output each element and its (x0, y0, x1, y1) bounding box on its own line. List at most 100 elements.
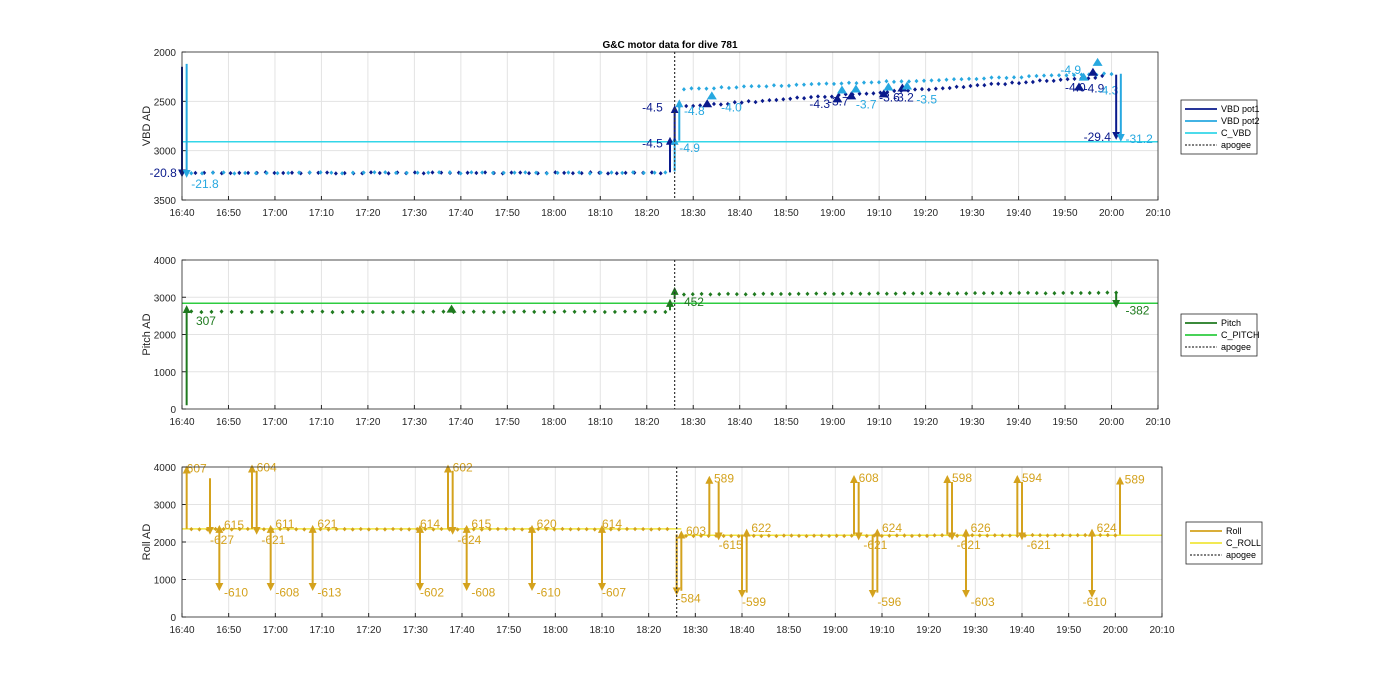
move-label: 603 (686, 524, 706, 538)
data-point (911, 291, 916, 296)
data-point (759, 533, 764, 539)
data-point (1023, 80, 1028, 85)
x-tick-label: 19:20 (916, 625, 941, 636)
data-point (483, 170, 488, 175)
data-point (570, 171, 575, 176)
data-point (474, 170, 479, 176)
data-point (219, 171, 224, 176)
data-point (933, 86, 938, 91)
x-tick-label: 17:40 (449, 625, 474, 636)
data-point (913, 87, 918, 92)
data-point (518, 170, 523, 175)
data-point (857, 91, 862, 96)
data-point (809, 81, 814, 87)
y-tick-label: 4000 (154, 256, 177, 267)
data-point (542, 309, 547, 315)
data-point (739, 100, 744, 105)
x-tick-label: 20:10 (1145, 208, 1170, 219)
data-point (1012, 75, 1017, 80)
data-point (732, 100, 737, 105)
legend-label: apogee (1221, 140, 1251, 150)
data-point (940, 533, 945, 538)
y-tick-label: 1000 (154, 576, 177, 587)
data-point (249, 309, 254, 315)
move-label: -624 (457, 533, 481, 547)
move-label: 452 (684, 295, 704, 309)
move-label: -31.2 (1125, 132, 1153, 146)
y-tick-label: 3000 (154, 293, 177, 304)
data-point (706, 533, 711, 539)
data-point (914, 78, 919, 84)
x-tick-label: 18:20 (634, 208, 659, 219)
data-point (1070, 290, 1075, 296)
data-point (544, 526, 549, 532)
data-point (437, 170, 442, 175)
x-tick-label: 18:30 (681, 208, 706, 219)
data-point (280, 309, 285, 315)
x-tick-label: 18:50 (774, 417, 799, 428)
data-point (391, 526, 396, 532)
data-point (560, 526, 565, 532)
data-point (937, 291, 942, 296)
data-point (711, 86, 716, 91)
data-point (996, 81, 1001, 87)
data-point (439, 170, 444, 175)
move-label: 622 (751, 521, 771, 535)
data-point (568, 527, 573, 532)
data-point (1075, 533, 1080, 538)
data-point (1096, 290, 1101, 296)
data-point (229, 527, 234, 532)
data-point (985, 533, 990, 538)
y-tick-label: 2000 (154, 538, 177, 549)
move-label: -4.5 (642, 101, 663, 115)
data-point (275, 170, 280, 176)
marker-label: -3.2 (893, 90, 914, 104)
data-point (698, 103, 703, 108)
data-point (1078, 290, 1083, 296)
plot-pitch: 16:40 16:50 17:00 17:10 17:20 17:30 17:40 17:50… (141, 256, 1260, 428)
y-tick-label: 3000 (154, 147, 177, 158)
data-point (846, 80, 851, 85)
x-tick-label: 18:40 (729, 625, 754, 636)
move-label: 589 (1125, 472, 1145, 486)
data-point (307, 170, 312, 175)
move-label: 615 (224, 518, 244, 532)
data-point (1098, 532, 1103, 538)
data-point (1034, 290, 1039, 296)
move-label: -584 (677, 591, 701, 605)
data-point (245, 526, 250, 532)
x-tick-label: 19:50 (1053, 208, 1078, 219)
data-point (512, 170, 517, 175)
data-point (764, 84, 769, 89)
move-label: 624 (882, 521, 902, 535)
data-point (326, 527, 331, 532)
move-label: -608 (471, 586, 495, 600)
data-point (1019, 75, 1024, 80)
x-tick-label: 19:50 (1056, 625, 1081, 636)
data-point (899, 79, 904, 84)
move-label: -20.8 (149, 166, 177, 180)
data-point (684, 103, 689, 109)
data-point (902, 291, 907, 296)
data-point (423, 526, 428, 532)
data-point (822, 94, 827, 100)
data-point (966, 76, 971, 82)
data-point (318, 170, 323, 175)
data-point (756, 84, 761, 89)
axes-frame (181, 259, 1159, 410)
data-point (641, 170, 646, 176)
data-point (1030, 79, 1035, 85)
data-point (577, 170, 582, 175)
data-point (770, 291, 775, 297)
data-point (681, 292, 686, 297)
data-point (374, 526, 379, 532)
x-tick-label: 19:50 (1053, 417, 1078, 428)
data-point (696, 86, 701, 91)
x-tick-label: 16:40 (169, 208, 194, 219)
x-tick-label: 17:00 (262, 417, 287, 428)
x-tick-label: 19:00 (823, 625, 848, 636)
data-point (725, 101, 730, 107)
data-point (831, 291, 836, 297)
